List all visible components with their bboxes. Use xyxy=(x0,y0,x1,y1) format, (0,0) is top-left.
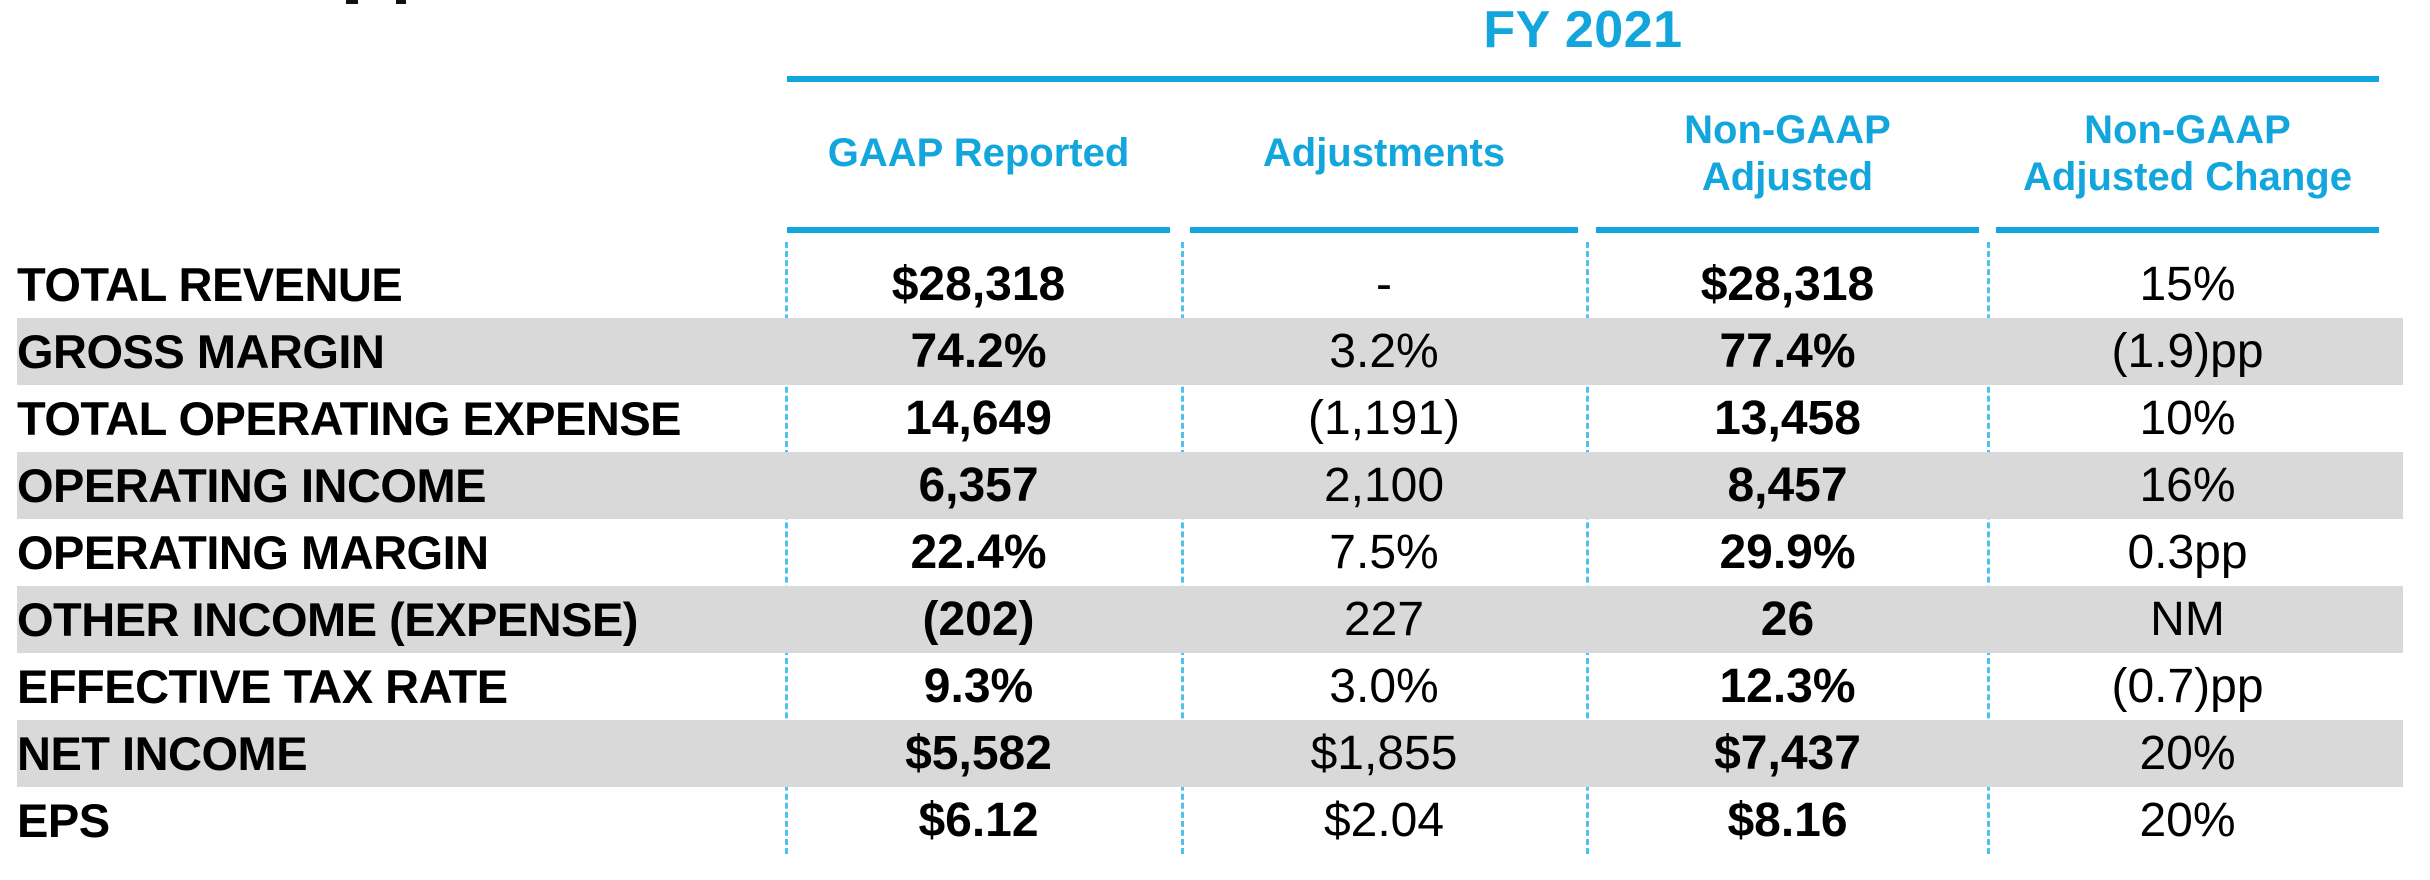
cell-non-gaap-adjusted-change: 20% xyxy=(2139,727,2236,780)
cell-gaap-reported: $28,318 xyxy=(891,258,1066,311)
row-label: TOTAL REVENUE xyxy=(17,258,403,311)
cell-adjustments: $1,855 xyxy=(1310,727,1458,780)
period-title: FY 2021 xyxy=(1483,1,1683,59)
cell-gaap-reported: 22.4% xyxy=(910,526,1047,579)
table-row: EFFECTIVE TAX RATE 9.3% 3.0% 12.3% (0.7)pp xyxy=(17,653,2403,720)
cell-gaap-reported: (202) xyxy=(922,593,1035,646)
cell-non-gaap-adjusted: 8,457 xyxy=(1727,459,1848,512)
column-header: Non-GAAP Adjusted xyxy=(1684,107,1891,199)
column-header: Adjustments xyxy=(1262,131,1506,176)
row-label: OTHER INCOME (EXPENSE) xyxy=(17,593,638,646)
cell-non-gaap-adjusted: 26 xyxy=(1760,593,1815,646)
cell-non-gaap-adjusted-change: (0.7)pp xyxy=(2111,660,2264,713)
cell-non-gaap-adjusted: 12.3% xyxy=(1719,660,1856,713)
row-label: OPERATING MARGIN xyxy=(17,526,489,579)
column-underline xyxy=(1596,227,1979,233)
table-row: OPERATING INCOME 6,357 2,100 8,457 16% xyxy=(17,452,2403,519)
table-row: NET INCOME $5,582 $1,855 $7,437 20% xyxy=(17,720,2403,787)
cell-adjustments: 3.2% xyxy=(1329,325,1439,378)
column-underline xyxy=(1190,227,1578,233)
table-row: OPERATING MARGIN 22.4% 7.5% 29.9% 0.3pp xyxy=(17,519,2403,586)
column-divider xyxy=(1586,242,1589,854)
table-row: GROSS MARGIN 74.2% 3.2% 77.4% (1.9)pp xyxy=(17,318,2403,385)
row-label: EFFECTIVE TAX RATE xyxy=(17,660,508,713)
column-header: Non-GAAP Adjusted Change xyxy=(2023,107,2352,199)
column-underline xyxy=(787,227,1170,233)
cell-non-gaap-adjusted-change: 0.3pp xyxy=(2127,526,2248,579)
cell-adjustments: (1,191) xyxy=(1307,392,1461,445)
cell-gaap-reported: 6,357 xyxy=(918,459,1039,512)
cell-non-gaap-adjusted-change: 20% xyxy=(2139,794,2236,847)
cell-gaap-reported: 74.2% xyxy=(910,325,1047,378)
cell-non-gaap-adjusted: 13,458 xyxy=(1714,392,1861,445)
table-row: OTHER INCOME (EXPENSE) (202) 227 26 NM xyxy=(17,586,2403,653)
cell-non-gaap-adjusted-change: 15% xyxy=(2139,258,2236,311)
row-label: OPERATING INCOME xyxy=(17,459,486,512)
cell-adjustments: 227 xyxy=(1343,593,1425,646)
clipped-text-descender xyxy=(396,0,406,4)
cell-non-gaap-adjusted-change: 10% xyxy=(2139,392,2236,445)
cell-adjustments: 3.0% xyxy=(1329,660,1439,713)
row-label: NET INCOME xyxy=(17,727,308,780)
cell-adjustments: $2.04 xyxy=(1323,794,1445,847)
cell-non-gaap-adjusted-change: 16% xyxy=(2139,459,2236,512)
table-row: TOTAL REVENUE $28,318 - $28,318 15% xyxy=(17,251,2403,318)
column-divider xyxy=(1987,242,1990,854)
cell-adjustments: - xyxy=(1376,258,1392,311)
clipped-text-descender xyxy=(346,0,358,4)
column-divider xyxy=(1181,242,1184,854)
column-header: GAAP Reported xyxy=(827,131,1130,176)
cell-non-gaap-adjusted: $8.16 xyxy=(1727,794,1848,847)
cell-non-gaap-adjusted: $7,437 xyxy=(1714,727,1861,780)
cell-gaap-reported: 9.3% xyxy=(923,660,1034,713)
table-row: TOTAL OPERATING EXPENSE 14,649 (1,191) 13,4… xyxy=(17,385,2403,452)
cell-non-gaap-adjusted: 29.9% xyxy=(1719,526,1856,579)
cell-non-gaap-adjusted: 77.4% xyxy=(1719,325,1856,378)
cell-gaap-reported: 14,649 xyxy=(905,392,1052,445)
cell-non-gaap-adjusted-change: NM xyxy=(2150,593,2225,646)
table-row: EPS $6.12 $2.04 $8.16 20% xyxy=(17,787,2403,854)
column-underline xyxy=(1996,227,2379,233)
cell-non-gaap-adjusted: $28,318 xyxy=(1700,258,1875,311)
row-label: GROSS MARGIN xyxy=(17,325,385,378)
cell-adjustments: 7.5% xyxy=(1329,526,1439,579)
cell-gaap-reported: $5,582 xyxy=(905,727,1052,780)
cell-gaap-reported: $6.12 xyxy=(918,794,1039,847)
row-label: TOTAL OPERATING EXPENSE xyxy=(17,392,682,445)
period-title-rule xyxy=(787,76,2379,82)
row-label: EPS xyxy=(17,794,110,847)
cell-adjustments: 2,100 xyxy=(1323,459,1445,512)
column-divider xyxy=(785,242,788,854)
cell-non-gaap-adjusted-change: (1.9)pp xyxy=(2111,325,2264,378)
